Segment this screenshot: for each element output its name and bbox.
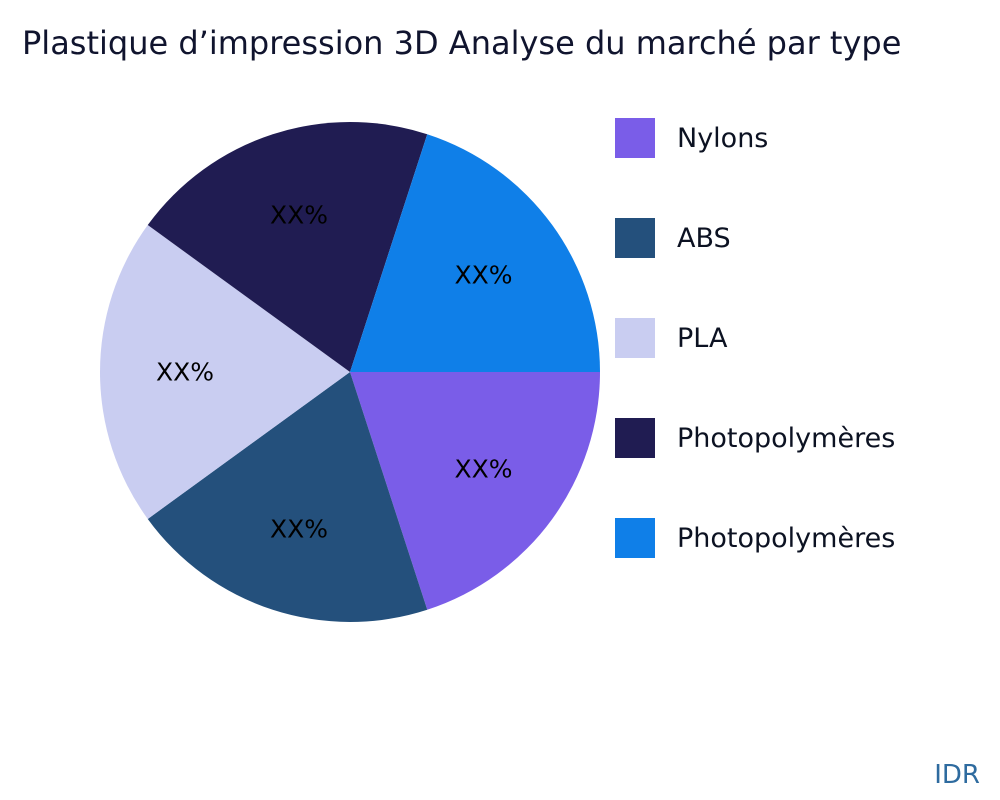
legend-swatch [615, 418, 655, 458]
brand-watermark: IDR [934, 760, 980, 790]
pie-chart: XX% XX% XX% XX% XX% [100, 122, 600, 622]
pie-slice-value-label: XX% [454, 455, 512, 484]
pie-slice [100, 225, 351, 519]
legend-swatch [615, 218, 655, 258]
legend: Nylons ABS PLA Photopolymères Photopolymères [615, 118, 895, 618]
legend-label: Photopolymères [677, 522, 896, 554]
pie-slice [350, 372, 600, 610]
legend-item: ABS [615, 218, 895, 258]
pie-slice [147, 122, 428, 373]
pie-slice-value-label: XX% [270, 514, 328, 543]
pie-slice-value-label: XX% [156, 358, 214, 387]
legend-item: Nylons [615, 118, 895, 158]
pie-slice-value-label: XX% [454, 261, 512, 290]
pie-slice [147, 372, 428, 622]
chart-title: Plastique d’impression 3D Analyse du mar… [22, 24, 902, 62]
legend-label: Nylons [677, 122, 769, 154]
legend-swatch [615, 118, 655, 158]
legend-swatch [615, 518, 655, 558]
legend-item: Photopolymères [615, 418, 895, 458]
legend-item: PLA [615, 318, 895, 358]
legend-swatch [615, 318, 655, 358]
legend-label: ABS [677, 222, 731, 254]
legend-item: Photopolymères [615, 518, 895, 558]
pie-slice [350, 134, 600, 372]
legend-label: Photopolymères [677, 422, 896, 454]
legend-label: PLA [677, 322, 728, 354]
pie-slice-value-label: XX% [270, 201, 328, 230]
